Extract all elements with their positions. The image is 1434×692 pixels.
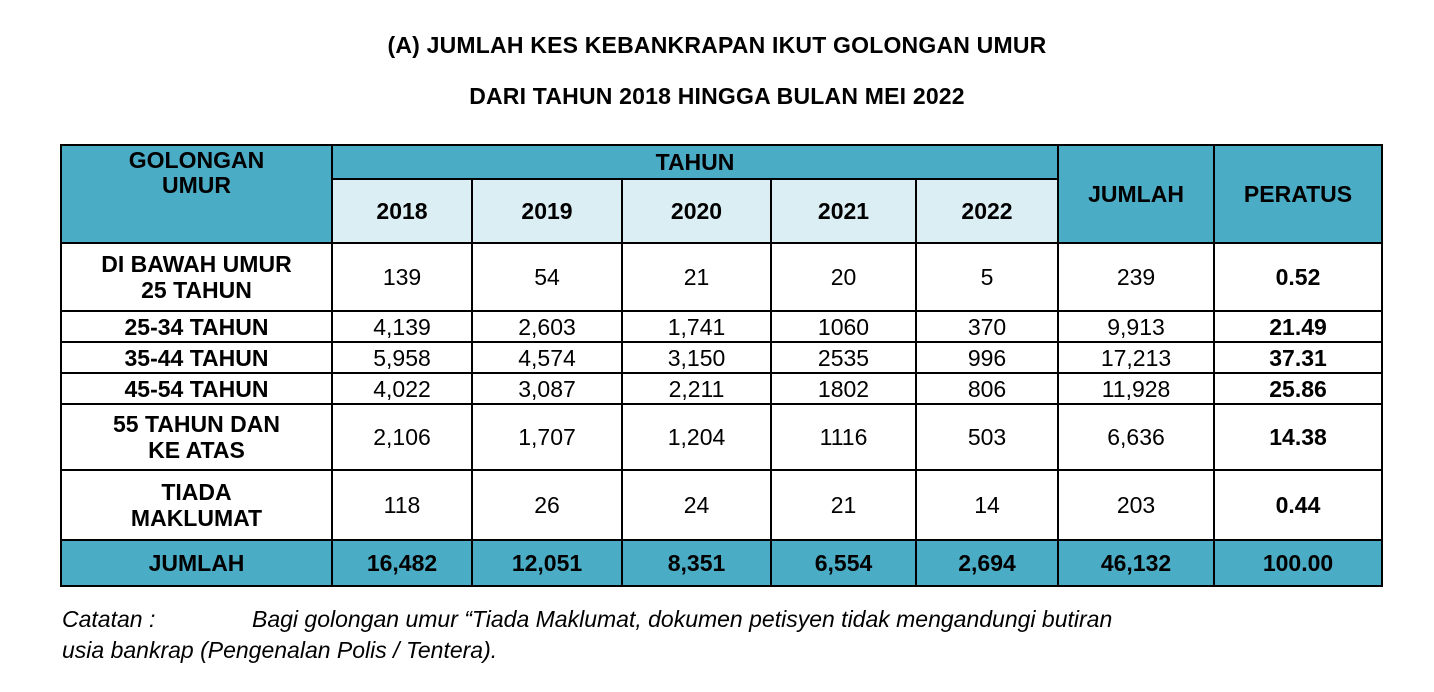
footnote: Catatan : Bagi golongan umur “Tiada Maklu…: [62, 604, 1402, 666]
cell-value: 3,087: [471, 372, 623, 405]
cell-value: 5: [914, 242, 1060, 312]
cell-value: 24: [621, 469, 772, 541]
row-label: TIADA MAKLUMAT: [60, 469, 333, 541]
cell-total: 11,928: [1057, 372, 1216, 405]
cell-percent: 0.52: [1213, 242, 1384, 312]
header-year: 2019: [471, 178, 623, 244]
totals-grand-total: 46,132: [1057, 539, 1216, 587]
header-total: JUMLAH: [1057, 144, 1216, 244]
cell-value: 4,139: [331, 310, 473, 343]
footnote-text: Bagi golongan umur “Tiada Maklumat, doku…: [252, 606, 1113, 632]
table-row: 35-44 TAHUN 5,958 4,574 3,150 2535 996 1…: [60, 341, 1384, 374]
cell-value: 1,741: [621, 310, 772, 343]
cell-value: 20: [770, 242, 917, 312]
footnote-line1: Catatan : Bagi golongan umur “Tiada Maklu…: [62, 604, 1402, 635]
table-row: 55 TAHUN DAN KE ATAS 2,106 1,707 1,204 1…: [60, 403, 1384, 471]
cell-value: 996: [914, 341, 1060, 374]
row-label-line2: KE ATAS: [148, 437, 245, 463]
row-label-line1: TIADA: [161, 479, 232, 505]
totals-value: 6,554: [770, 539, 917, 587]
totals-row: JUMLAH 16,482 12,051 8,351 6,554 2,694 4…: [60, 539, 1384, 587]
cell-value: 3,150: [621, 341, 772, 374]
cell-percent: 25.86: [1213, 372, 1384, 405]
totals-percent: 100.00: [1213, 539, 1384, 587]
cell-value: 21: [770, 469, 917, 541]
bankruptcy-age-table: GOLONGAN UMUR TAHUN JUMLAH PERATUS 2018 …: [60, 144, 1384, 587]
cell-value: 54: [471, 242, 623, 312]
footnote-label: Catatan :: [62, 606, 156, 632]
page-title: (A) JUMLAH KES KEBANKRAPAN IKUT GOLONGAN…: [387, 32, 1047, 58]
header-row-2: 2018 2019 2020 2021 2022: [61, 178, 1382, 244]
header-percent: PERATUS: [1213, 144, 1384, 244]
cell-value: 14: [914, 469, 1060, 541]
cell-value: 139: [331, 242, 473, 312]
cell-value: 1116: [770, 403, 917, 471]
cell-value: 370: [914, 310, 1060, 343]
cell-value: 2,106: [331, 403, 473, 471]
cell-value: 2,211: [621, 372, 772, 405]
row-label: 35-44 TAHUN: [60, 341, 333, 374]
cell-value: 21: [621, 242, 772, 312]
cell-percent: 37.31: [1213, 341, 1384, 374]
cell-value: 26: [471, 469, 623, 541]
cell-value: 4,574: [471, 341, 623, 374]
cell-total: 239: [1057, 242, 1216, 312]
totals-value: 2,694: [914, 539, 1060, 587]
header-year: 2021: [770, 178, 917, 244]
cell-total: 17,213: [1057, 341, 1216, 374]
header-year: 2018: [331, 178, 473, 244]
header-age-group-line1: GOLONGAN: [128, 147, 265, 173]
row-label: DI BAWAH UMUR 25 TAHUN: [60, 242, 333, 312]
totals-value: 16,482: [331, 539, 473, 587]
header-age-group-line2: UMUR: [162, 172, 231, 198]
header-row-1: GOLONGAN UMUR TAHUN JUMLAH PERATUS: [60, 144, 1384, 244]
cell-total: 9,913: [1057, 310, 1216, 343]
cell-value: 1,707: [471, 403, 623, 471]
table-row: 25-34 TAHUN 4,139 2,603 1,741 1060 370 9…: [60, 310, 1384, 343]
cell-value: 806: [914, 372, 1060, 405]
totals-label: JUMLAH: [60, 539, 333, 587]
cell-total: 6,636: [1057, 403, 1216, 471]
totals-value: 12,051: [471, 539, 623, 587]
header-year-group: TAHUN: [330, 144, 1060, 180]
header-age-group: GOLONGAN UMUR: [60, 144, 333, 244]
row-label-line2: MAKLUMAT: [130, 505, 263, 531]
row-label: 25-34 TAHUN: [60, 310, 333, 343]
cell-value: 118: [331, 469, 473, 541]
row-label-line1: 55 TAHUN DAN: [113, 411, 280, 437]
header-year: 2020: [621, 178, 772, 244]
table-row: TIADA MAKLUMAT 118 26 24 21 14 203 0.44: [60, 469, 1384, 541]
row-label-line1: DI BAWAH UMUR: [101, 251, 292, 277]
cell-value: 2,603: [471, 310, 623, 343]
footnote-line2: usia bankrap (Pengenalan Polis / Tentera…: [62, 637, 498, 663]
cell-value: 1,204: [621, 403, 772, 471]
cell-value: 1802: [770, 372, 917, 405]
row-label: 55 TAHUN DAN KE ATAS: [60, 403, 333, 471]
cell-value: 5,958: [331, 341, 473, 374]
page-subtitle: DARI TAHUN 2018 HINGGA BULAN MEI 2022: [469, 83, 965, 109]
cell-value: 1060: [770, 310, 917, 343]
cell-value: 2535: [770, 341, 917, 374]
header-year: 2022: [914, 178, 1060, 244]
cell-value: 503: [914, 403, 1060, 471]
row-label-line2: 25 TAHUN: [141, 277, 252, 303]
cell-percent: 0.44: [1213, 469, 1384, 541]
cell-percent: 21.49: [1213, 310, 1384, 343]
table-row: DI BAWAH UMUR 25 TAHUN 139 54 21 20 5 23…: [60, 242, 1384, 312]
table-row: 45-54 TAHUN 4,022 3,087 2,211 1802 806 1…: [60, 372, 1384, 405]
cell-value: 4,022: [331, 372, 473, 405]
cell-total: 203: [1057, 469, 1216, 541]
cell-percent: 14.38: [1213, 403, 1384, 471]
row-label: 45-54 TAHUN: [60, 372, 333, 405]
totals-value: 8,351: [621, 539, 772, 587]
